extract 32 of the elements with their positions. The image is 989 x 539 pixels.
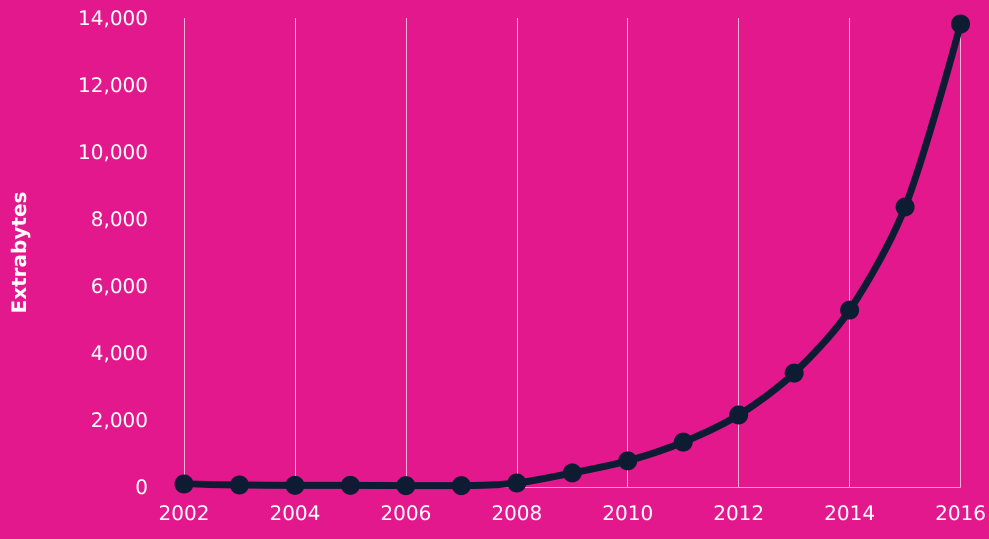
x-tick-label: 2010 bbox=[602, 501, 654, 525]
point bbox=[951, 14, 970, 34]
x-tick-label: 2016 bbox=[935, 501, 986, 525]
y-tick-label: 4,000 bbox=[90, 341, 148, 365]
point bbox=[285, 476, 304, 495]
y-tick-label: 8,000 bbox=[90, 207, 148, 231]
point bbox=[618, 451, 638, 470]
point bbox=[452, 476, 471, 496]
x-tick-label: 2014 bbox=[824, 501, 876, 525]
y-tick-label: 2,000 bbox=[90, 408, 148, 432]
y-tick-label: 10,000 bbox=[78, 140, 148, 164]
point bbox=[174, 474, 194, 494]
point bbox=[674, 432, 693, 452]
point bbox=[896, 197, 915, 216]
x-tick-label: 2002 bbox=[158, 501, 210, 525]
point bbox=[396, 476, 416, 496]
y-tick-label: 0 bbox=[135, 475, 148, 499]
point bbox=[230, 475, 249, 494]
x-tick-label: 2008 bbox=[491, 501, 542, 525]
y-axis-title: Extrabytes bbox=[7, 192, 31, 314]
x-tick-label: 2006 bbox=[380, 501, 432, 525]
point bbox=[840, 300, 860, 320]
y-tick-label: 6,000 bbox=[90, 274, 148, 298]
y-tick-label: 12,000 bbox=[78, 73, 148, 97]
point bbox=[784, 364, 804, 383]
point bbox=[562, 463, 582, 482]
point bbox=[507, 473, 526, 492]
x-tick-label: 2004 bbox=[269, 501, 320, 525]
x-tick-label: 2012 bbox=[713, 501, 764, 525]
point bbox=[340, 476, 360, 495]
point bbox=[729, 405, 748, 424]
y-tick-label: 14,000 bbox=[78, 6, 148, 30]
